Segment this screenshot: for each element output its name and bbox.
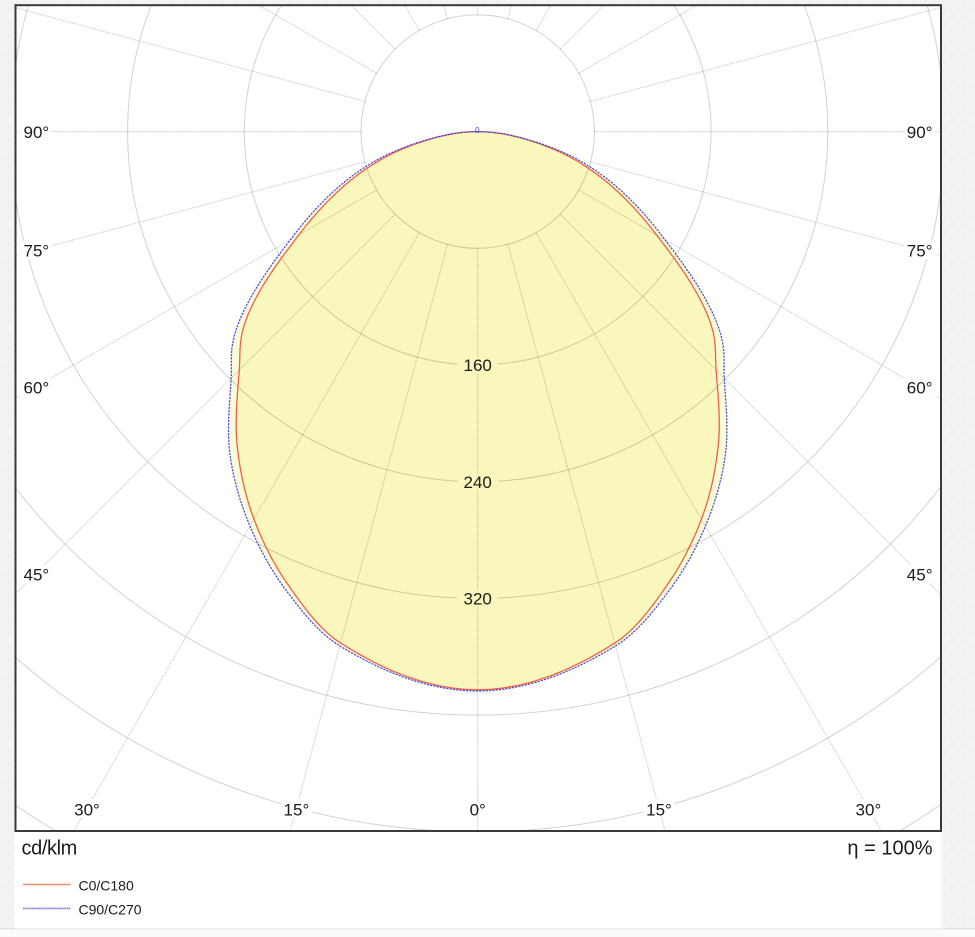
svg-text:90°: 90°: [24, 123, 50, 142]
svg-text:η = 100%: η = 100%: [847, 838, 932, 860]
svg-text:C0/C180: C0/C180: [79, 878, 134, 894]
svg-text:75°: 75°: [24, 241, 50, 260]
svg-text:45°: 45°: [24, 566, 50, 585]
svg-text:45°: 45°: [907, 566, 933, 585]
svg-text:C90/C270: C90/C270: [79, 902, 142, 918]
svg-text:15°: 15°: [284, 800, 310, 819]
svg-text:240: 240: [464, 473, 492, 492]
svg-text:320: 320: [464, 590, 492, 609]
svg-text:30°: 30°: [74, 800, 100, 819]
svg-text:cd/klm: cd/klm: [22, 838, 77, 860]
svg-text:60°: 60°: [907, 378, 933, 397]
svg-text:0°: 0°: [470, 800, 486, 819]
svg-text:90°: 90°: [907, 123, 933, 142]
svg-text:60°: 60°: [24, 378, 50, 397]
svg-text:30°: 30°: [856, 800, 882, 819]
svg-text:75°: 75°: [907, 241, 933, 260]
svg-text:160: 160: [464, 356, 492, 375]
svg-text:0: 0: [475, 126, 480, 135]
svg-text:15°: 15°: [646, 800, 672, 819]
